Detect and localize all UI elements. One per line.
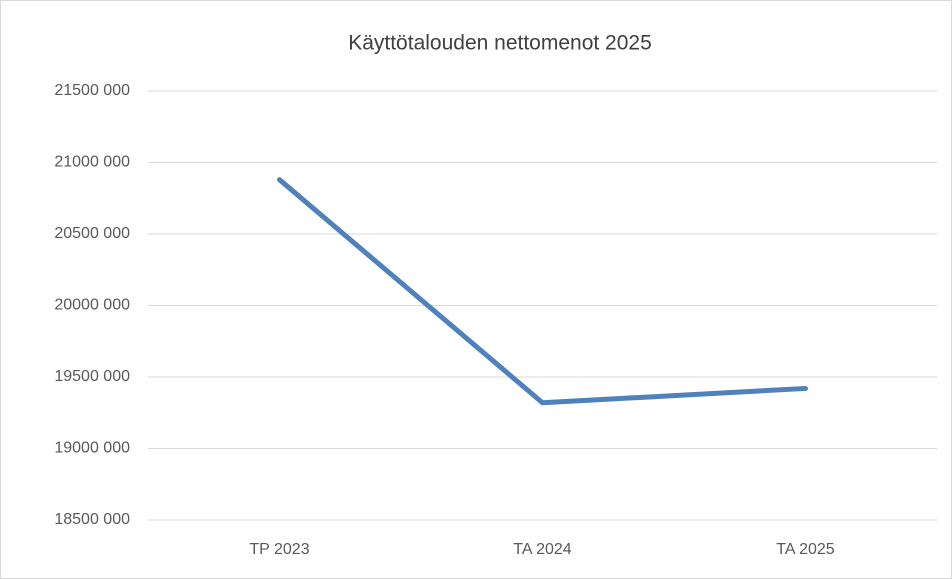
y-tick-label: 18500 000 — [54, 511, 130, 528]
x-tick-label: TA 2025 — [776, 541, 835, 558]
data-line — [277, 177, 808, 406]
y-tick-label: 21000 000 — [54, 154, 130, 171]
y-tick-label: 21500 000 — [54, 82, 130, 99]
x-tick-label: TA 2024 — [513, 541, 572, 558]
x-tick-label: TP 2023 — [249, 541, 309, 558]
chart-title: Käyttötalouden nettomenot 2025 — [348, 32, 652, 55]
y-tick-label: 20000 000 — [54, 297, 130, 314]
y-tick-label: 19000 000 — [54, 440, 130, 457]
y-tick-label: 19500 000 — [54, 368, 130, 385]
y-tick-label: 20500 000 — [54, 225, 130, 242]
